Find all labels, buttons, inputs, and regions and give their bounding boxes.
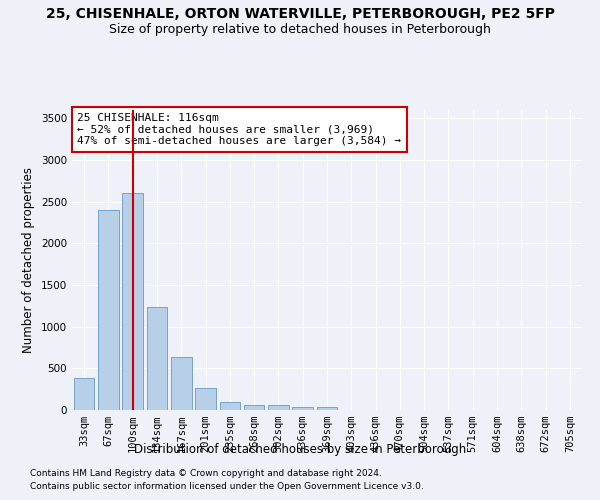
Text: 25, CHISENHALE, ORTON WATERVILLE, PETERBOROUGH, PE2 5FP: 25, CHISENHALE, ORTON WATERVILLE, PETERB…	[46, 8, 554, 22]
Bar	[244, 405, 265, 410]
Bar	[122, 192, 143, 410]
Bar	[292, 406, 313, 410]
Bar	[171, 356, 191, 410]
Bar	[98, 210, 119, 410]
Bar	[268, 406, 289, 410]
Text: Contains HM Land Registry data © Crown copyright and database right 2024.: Contains HM Land Registry data © Crown c…	[30, 468, 382, 477]
Bar	[74, 378, 94, 410]
Text: Contains public sector information licensed under the Open Government Licence v3: Contains public sector information licen…	[30, 482, 424, 491]
Bar	[317, 407, 337, 410]
Y-axis label: Number of detached properties: Number of detached properties	[22, 167, 35, 353]
Bar	[195, 388, 216, 410]
Text: Size of property relative to detached houses in Peterborough: Size of property relative to detached ho…	[109, 22, 491, 36]
Bar	[146, 306, 167, 410]
Text: Distribution of detached houses by size in Peterborough: Distribution of detached houses by size …	[134, 442, 466, 456]
Bar	[220, 402, 240, 410]
Text: 25 CHISENHALE: 116sqm
← 52% of detached houses are smaller (3,969)
47% of semi-d: 25 CHISENHALE: 116sqm ← 52% of detached …	[77, 113, 401, 146]
